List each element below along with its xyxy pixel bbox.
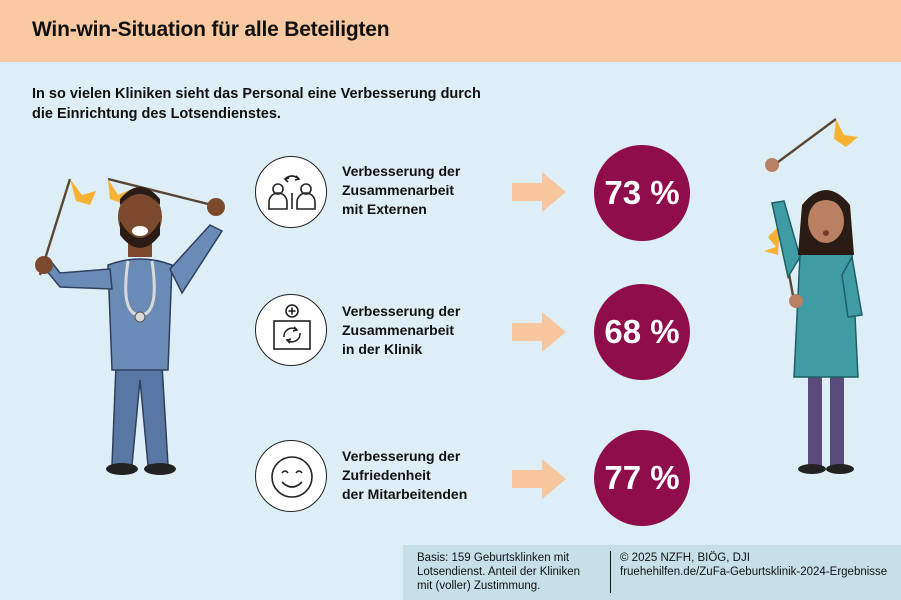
row-1-line-1: Verbesserung der [342, 163, 461, 179]
people-exchange-icon [255, 156, 327, 228]
footer-box: Basis: 159 Geburtsklinken mit Lotsendien… [403, 545, 901, 600]
row-1-line-3: mit Externen [342, 201, 427, 217]
basis-note: Basis: 159 Geburtsklinken mit Lotsendien… [417, 552, 581, 592]
result-row-1: Verbesserung der Zusammenarbeit mit Exte… [0, 140, 901, 250]
row-label-1: Verbesserung der Zusammenarbeit mit Exte… [342, 162, 512, 219]
credit-note: © 2025 NZFH, BIÖG, DJI fruehehilfen.de/Z… [620, 551, 900, 579]
arrow-icon [512, 312, 566, 352]
copyright-text: © 2025 NZFH, BIÖG, DJI [620, 552, 750, 564]
row-label-3: Verbesserung der Zufriedenheit der Mitar… [342, 447, 512, 504]
header-bar: Win-win-Situation für alle Beteiligten [0, 0, 901, 62]
row-3-line-3: der Mitarbeitenden [342, 486, 468, 502]
result-row-2: Verbesserung der Zusammenarbeit in der K… [0, 280, 901, 390]
value-bubble-2: 68 % [594, 284, 690, 380]
intro-text: In so vielen Kliniken sieht das Personal… [32, 86, 481, 122]
woman-with-flag-illustration [764, 118, 863, 474]
arrow-icon [512, 172, 566, 212]
footer-divider [610, 551, 611, 593]
smiley-icon [255, 440, 327, 512]
row-2-line-3: in der Klinik [342, 341, 423, 357]
value-bubble-1: 73 % [594, 145, 690, 241]
result-row-3: Verbesserung der Zufriedenheit der Mitar… [0, 420, 901, 530]
clinic-cycle-icon [255, 294, 327, 366]
row-label-2: Verbesserung der Zusammenarbeit in der K… [342, 302, 512, 359]
value-bubble-3: 77 % [594, 430, 690, 526]
row-3-line-1: Verbesserung der [342, 448, 461, 464]
man-with-flags-illustration [35, 177, 225, 475]
page-title: Win-win-Situation für alle Beteiligten [32, 18, 390, 41]
arrow-icon [512, 459, 566, 499]
source-link[interactable]: fruehehilfen.de/ZuFa-Geburtsklinik-2024-… [620, 566, 888, 578]
row-2-line-1: Verbesserung der [342, 303, 461, 319]
row-1-line-2: Zusammenarbeit [342, 182, 455, 198]
row-3-line-2: Zufriedenheit [342, 467, 431, 483]
row-2-line-2: Zusammenarbeit [342, 322, 455, 338]
